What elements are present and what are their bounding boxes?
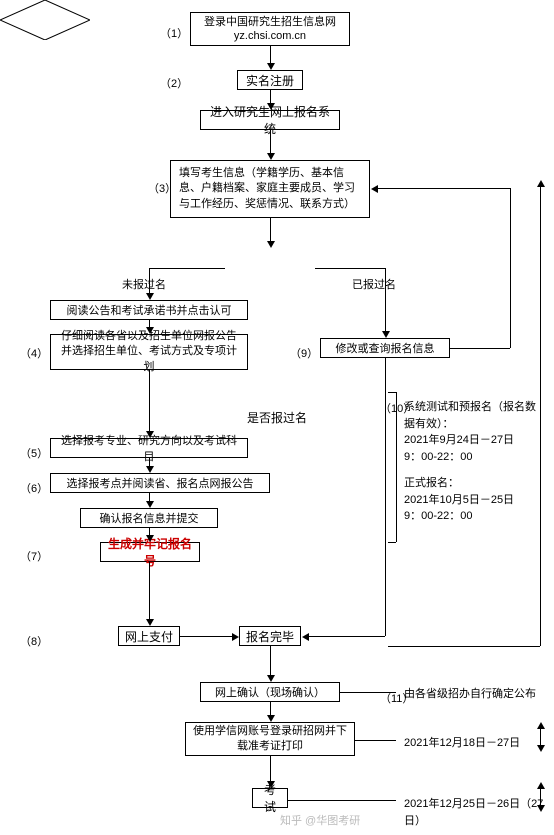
box-done: 报名完毕 [239, 626, 301, 646]
conn [450, 348, 510, 349]
arrow [537, 180, 545, 187]
note-test-text: 系统测试和预报名（报名数据有效）： 2021年9月24日－27日 9：00-22… [404, 401, 536, 463]
left-label: 未报过名 [122, 276, 166, 292]
conn [180, 636, 232, 637]
decision: 是否报过名 [0, 0, 90, 40]
box-read-notice: 阅读公告和考试承诺书并点击认可 [50, 300, 248, 320]
conn [355, 740, 396, 741]
note-formal-text: 正式报名： 2021年10月5日－25日 9：00-22：00 [404, 477, 514, 522]
conn [385, 268, 386, 334]
arrow [537, 805, 545, 812]
modify-text: 修改或查询报名信息 [336, 340, 435, 356]
note-test: 系统测试和预报名（报名数据有效）： 2021年9月24日－27日 9：00-22… [404, 399, 544, 465]
note-province-text: 由各省级招办自行确定公布 [404, 688, 536, 700]
conn [308, 636, 385, 637]
conn [388, 646, 540, 647]
read-notice-text: 阅读公告和考试承诺书并点击认可 [67, 302, 232, 318]
arrow [267, 675, 275, 682]
done-text: 报名完毕 [246, 628, 294, 645]
arrow [146, 431, 154, 438]
arrow [146, 293, 154, 300]
decision-text: 是否报过名 [247, 409, 307, 426]
box-onsite: 网上确认（现场确认） [200, 682, 340, 702]
arrow [267, 241, 275, 248]
box-modify: 修改或查询报名信息 [320, 338, 450, 358]
arrow [146, 501, 154, 508]
arrow [537, 745, 545, 752]
arrow [537, 722, 545, 729]
download-text: 使用学信网账号登录研招网并下载准考证打印 [192, 724, 348, 755]
box-select-point: 选择报考点并阅读省、报名点网报公告 [50, 473, 270, 493]
arrow [267, 715, 275, 722]
note-formal: 正式报名： 2021年10月5日－25日 9：00-22：00 [404, 475, 544, 525]
arrow [146, 535, 154, 542]
arrow [302, 633, 309, 641]
conn [510, 188, 511, 348]
conn [388, 392, 396, 393]
arrow [537, 782, 545, 789]
watermark: 知乎 @华图考研 [280, 812, 360, 828]
conn [340, 692, 396, 693]
select-point-text: 选择报考点并阅读省、报名点网报公告 [67, 475, 254, 491]
note-exam-date-text: 2021年12月25日－26日（27日） [404, 798, 543, 827]
box-gen-num: 生成并牢记报名号 [100, 542, 200, 562]
flowchart: （1） （2） （3） （4） （5） （6） （7） （8） （9） （10）… [0, 0, 554, 835]
arrow [371, 185, 378, 193]
confirm-info-text: 确认报名信息并提交 [100, 510, 199, 526]
arrow [267, 63, 275, 70]
onsite-text: 网上确认（现场确认） [215, 684, 325, 700]
conn [288, 800, 396, 801]
conn [540, 186, 541, 646]
read-announce-text: 仔细阅读各省以及招生单位网报公告并选择招生单位、考试方式及专项计划 [57, 329, 241, 375]
arrow [146, 327, 154, 334]
conn [149, 370, 150, 434]
arrow [267, 103, 275, 110]
right-label: 已报过名 [352, 276, 396, 292]
conn [315, 268, 385, 269]
conn [149, 562, 150, 622]
box-download: 使用学信网账号登录研招网并下载准考证打印 [185, 722, 355, 756]
conn [149, 268, 225, 269]
arrow [146, 619, 154, 626]
conn [388, 542, 396, 543]
note-province: 由各省级招办自行确定公布 [404, 686, 544, 703]
arrow [267, 781, 275, 788]
arrow [267, 153, 275, 160]
box-read-announce: 仔细阅读各省以及招生单位网报公告并选择招生单位、考试方式及专项计划 [50, 334, 248, 370]
arrow [382, 331, 390, 338]
box-confirm-info: 确认报名信息并提交 [80, 508, 218, 528]
conn [149, 268, 150, 296]
note-ticket: 2021年12月18日－27日 [404, 735, 544, 752]
conn [385, 358, 386, 636]
conn [270, 756, 271, 784]
arrow [232, 633, 239, 641]
conn [377, 188, 510, 189]
note-exam-date: 2021年12月25日－26日（27日） [404, 796, 554, 829]
note-ticket-text: 2021年12月18日－27日 [404, 737, 520, 749]
box-select-major: 选择报考专业、研究方向以及考试科目 [50, 438, 248, 458]
conn [270, 646, 271, 678]
pay-text: 网上支付 [125, 628, 173, 645]
box-exam: 考试 [252, 788, 288, 808]
box-pay: 网上支付 [118, 626, 180, 646]
arrow [146, 466, 154, 473]
conn [396, 392, 397, 542]
